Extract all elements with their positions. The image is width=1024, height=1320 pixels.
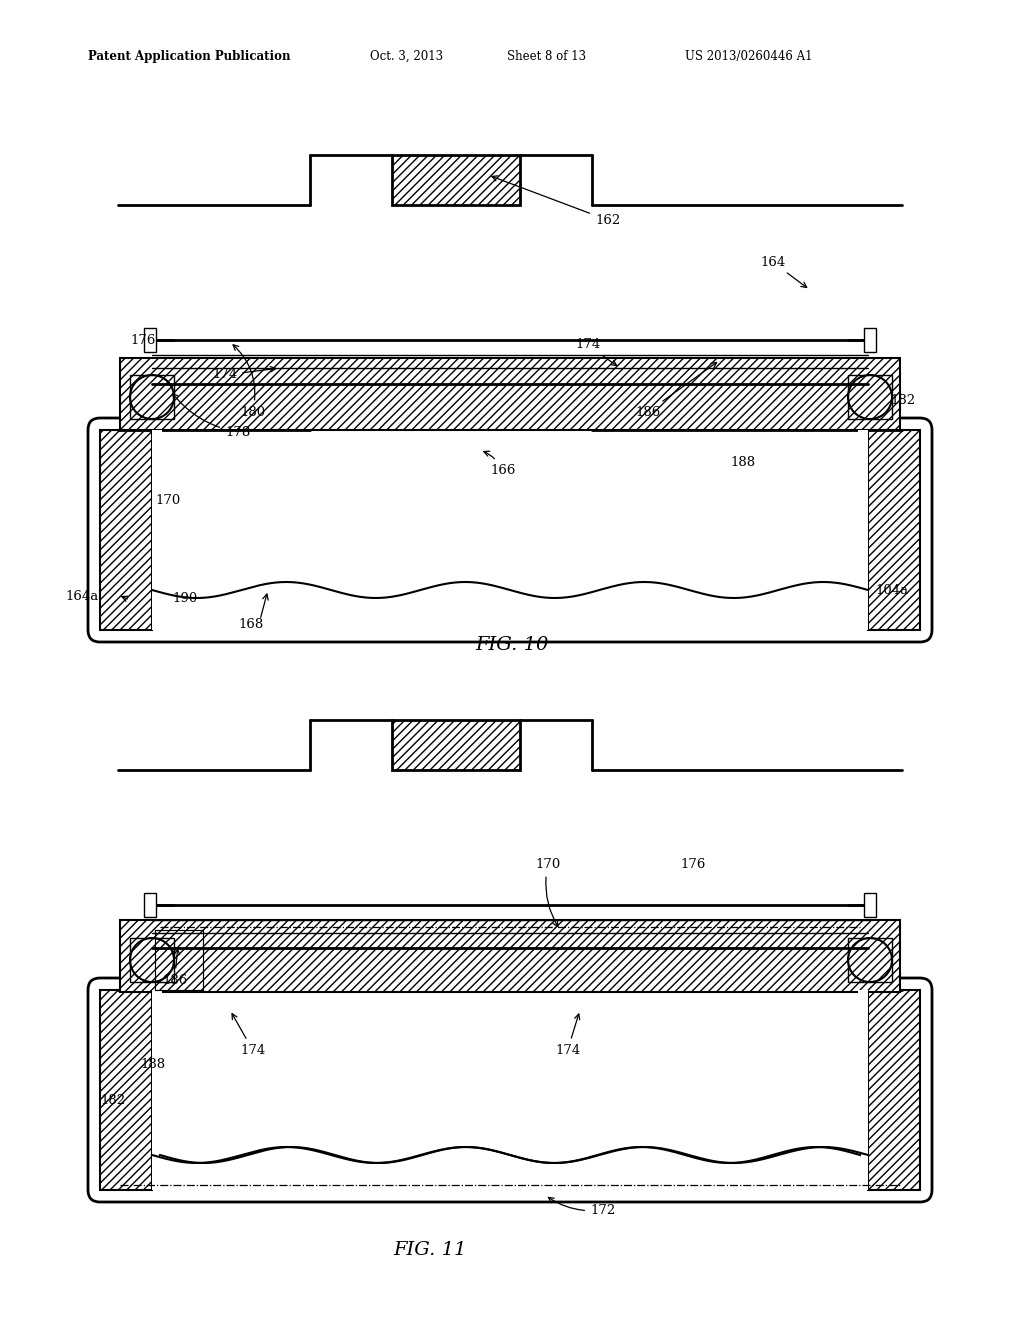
Bar — [858, 430, 868, 630]
Text: 162: 162 — [492, 176, 621, 227]
Text: 168: 168 — [238, 619, 263, 631]
Text: 170: 170 — [535, 858, 560, 927]
Text: 164a: 164a — [65, 590, 98, 602]
Bar — [102, 430, 918, 490]
Text: 186: 186 — [162, 949, 187, 986]
Text: 172: 172 — [549, 1197, 615, 1217]
Bar — [144, 894, 156, 917]
Text: 176: 176 — [680, 858, 706, 871]
Text: Patent Application Publication: Patent Application Publication — [88, 50, 291, 63]
Text: 174: 174 — [555, 1014, 581, 1056]
Text: 188: 188 — [140, 1059, 165, 1072]
Text: 166: 166 — [484, 451, 515, 477]
Bar — [152, 990, 162, 1191]
Bar — [144, 327, 156, 352]
Text: 186: 186 — [635, 363, 717, 418]
Text: US 2013/0260446 A1: US 2013/0260446 A1 — [685, 50, 812, 63]
Text: 164: 164 — [760, 256, 807, 288]
Text: 188: 188 — [730, 455, 755, 469]
Text: 182: 182 — [100, 1093, 125, 1106]
Text: 182: 182 — [890, 393, 915, 407]
Bar — [120, 920, 900, 993]
Text: FIG. 11: FIG. 11 — [393, 1241, 467, 1259]
Text: 174: 174 — [232, 1014, 265, 1056]
Bar — [864, 327, 876, 352]
Bar — [102, 719, 918, 770]
Bar — [868, 430, 920, 630]
Text: 170: 170 — [155, 494, 180, 507]
Bar — [848, 939, 892, 982]
Text: Sheet 8 of 13: Sheet 8 of 13 — [507, 50, 586, 63]
Text: FIG. 10: FIG. 10 — [475, 636, 549, 653]
Bar — [100, 990, 152, 1191]
Bar — [130, 375, 174, 418]
Text: 104a: 104a — [874, 583, 908, 597]
Bar — [152, 430, 162, 630]
Text: Oct. 3, 2013: Oct. 3, 2013 — [370, 50, 443, 63]
Text: 180: 180 — [233, 345, 265, 418]
Bar — [848, 375, 892, 418]
Text: 178: 178 — [172, 393, 250, 438]
Bar — [392, 154, 520, 205]
Bar — [864, 894, 876, 917]
Bar — [868, 990, 920, 1191]
Bar — [130, 939, 174, 982]
Bar — [858, 990, 868, 1191]
FancyBboxPatch shape — [88, 418, 932, 642]
Bar — [102, 990, 918, 1049]
Text: 176: 176 — [130, 334, 156, 346]
Bar — [120, 358, 900, 430]
Bar — [102, 154, 918, 205]
Text: 174: 174 — [212, 367, 275, 381]
Text: 190: 190 — [172, 591, 198, 605]
Bar — [155, 931, 203, 990]
Bar — [392, 719, 520, 770]
FancyBboxPatch shape — [88, 978, 932, 1203]
Bar — [100, 430, 152, 630]
Text: 174: 174 — [575, 338, 616, 366]
